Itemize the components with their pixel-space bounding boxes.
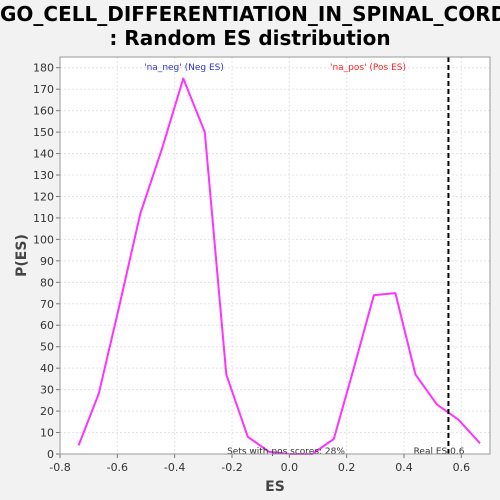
axes: 0 10 20 30 40 50 60 70 80 90 100 110 120 130 140 150 160…: [14, 62, 470, 495]
chart-title: GO_CELL_DIFFERENTIATION_IN_SPINAL_CORD :…: [0, 2, 500, 50]
neg-es-label: 'na_neg' (Neg ES): [144, 63, 224, 73]
x-tick-label: -0.6: [107, 461, 128, 474]
pos-scores-label: Sets with pos scores: 28%: [227, 447, 345, 457]
y-tick-label: 60: [40, 319, 54, 332]
y-tick-label: 80: [40, 276, 54, 289]
x-tick-label: 0.0: [281, 461, 299, 474]
x-tick-label: 0.6: [453, 461, 471, 474]
x-tick-label: 0.4: [395, 461, 413, 474]
x-axis-label: ES: [265, 479, 285, 495]
y-tick-label: 120: [33, 190, 54, 203]
chart-title-line-2: : Random ES distribution: [109, 26, 391, 50]
x-tick-label: -0.8: [49, 461, 70, 474]
y-tick-label: 100: [33, 233, 54, 246]
y-tick-label: 180: [33, 62, 54, 75]
series: [77, 77, 481, 455]
y-tick-label: 150: [33, 126, 54, 139]
x-tick-label: -0.4: [164, 461, 185, 474]
y-tick-label: 10: [40, 427, 54, 440]
x-tick-label: 0.2: [338, 461, 356, 474]
chart-title-line-1: GO_CELL_DIFFERENTIATION_IN_SPINAL_CORD: [0, 2, 500, 26]
y-tick-label: 170: [33, 83, 54, 96]
real-es-label: Real ES 0.6: [414, 447, 465, 457]
y-tick-label: 90: [40, 255, 54, 268]
y-tick-label: 70: [40, 298, 54, 311]
x-tick-label: -0.2: [221, 461, 242, 474]
plot-border: [59, 56, 491, 455]
y-tick-label: 0: [47, 448, 54, 461]
y-tick-label: 20: [40, 405, 54, 418]
plot-area: [60, 57, 490, 454]
y-tick-label: 110: [33, 212, 54, 225]
y-tick-label: 50: [40, 341, 54, 354]
y-tick-label: 30: [40, 384, 54, 397]
annotations: 'na_neg' (Neg ES) 'na_pos' (Pos ES) Sets w…: [144, 57, 465, 457]
y-tick-label: 130: [33, 169, 54, 182]
y-tick-label: 160: [33, 105, 54, 118]
y-axis-label: P(ES): [14, 234, 30, 277]
y-tick-label: 140: [33, 148, 54, 161]
series-line: [77, 77, 481, 455]
pos-es-label: 'na_pos' (Pos ES): [330, 63, 406, 73]
y-tick-label: 40: [40, 362, 54, 375]
